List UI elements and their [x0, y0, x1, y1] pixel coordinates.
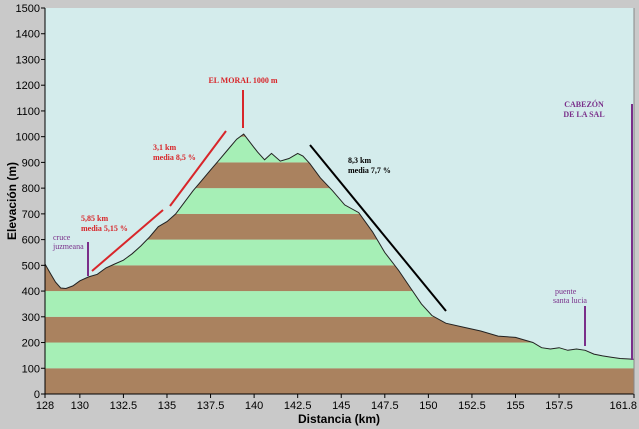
x-tick-label: 161.8 — [609, 400, 637, 412]
x-tick-label: 128 — [36, 400, 54, 412]
y-tick-label: 300 — [22, 312, 40, 324]
finish-label-line1: CABEZÓN — [564, 99, 604, 109]
x-tick-label: 157.5 — [545, 400, 573, 412]
y-tick-label: 0 — [34, 389, 40, 401]
seg2-grade-label: media 8,5 % — [153, 153, 196, 162]
x-tick-label: 135 — [158, 400, 176, 412]
summit-label: EL MORAL 1000 m — [208, 76, 277, 85]
seg3-slope-line — [309, 144, 447, 312]
y-tick-label: 500 — [22, 260, 40, 272]
seg1-distance-label: 5,85 km — [81, 214, 108, 223]
puente-label-line1: puente — [555, 287, 577, 296]
y-tick-label: 600 — [22, 235, 40, 247]
x-tick-label: 145 — [332, 400, 350, 412]
x-tick-label: 140 — [245, 400, 263, 412]
x-tick-label: 155 — [506, 400, 524, 412]
x-tick-label: 130 — [71, 400, 89, 412]
x-axis-ticks: 128 130 132.5 135 137.5 140 142.5 145 147.5 150 15… — [36, 394, 637, 412]
finish-label-line2: DE LA SAL — [563, 110, 604, 119]
cruce-label-line2: juzmeana — [52, 242, 84, 251]
y-tick-label: 700 — [22, 209, 40, 221]
x-tick-label: 132.5 — [110, 400, 138, 412]
elevation-band — [45, 342, 634, 369]
y-tick-label: 1000 — [16, 132, 40, 144]
seg1-grade-label: media 5,15 % — [81, 224, 128, 233]
y-tick-label: 1500 — [16, 3, 40, 15]
y-axis-ticks: 0 100 200 300 400 500 600 700 800 900 1000 1100 1200… — [16, 3, 45, 401]
seg3-grade-label: media 7,7 % — [348, 166, 391, 175]
x-tick-label: 147.5 — [371, 400, 399, 412]
y-tick-label: 1300 — [16, 54, 40, 66]
cruce-label-line1: cruce — [53, 233, 71, 242]
seg2-distance-label: 3,1 km — [153, 143, 176, 152]
y-tick-label: 900 — [22, 157, 40, 169]
seg1-slope-line — [91, 209, 164, 272]
seg3-distance-label: 8,3 km — [348, 156, 371, 165]
x-axis-title: Distancia (km) — [298, 412, 380, 426]
x-tick-label: 142.5 — [284, 400, 312, 412]
y-axis-title: Elevación (m) — [5, 162, 19, 240]
y-tick-label: 100 — [22, 363, 40, 375]
x-tick-label: 150 — [419, 400, 437, 412]
y-tick-label: 200 — [22, 338, 40, 350]
elevation-profile-line — [44, 133, 635, 360]
x-tick-label: 137.5 — [197, 400, 225, 412]
x-tick-label: 152.5 — [458, 400, 486, 412]
seg2-slope-line — [169, 130, 227, 207]
y-tick-label: 800 — [22, 183, 40, 195]
puente-label-line2: santa lucia — [553, 296, 587, 305]
y-tick-label: 400 — [22, 286, 40, 298]
y-tick-label: 1100 — [16, 106, 40, 118]
y-tick-label: 1200 — [16, 80, 40, 92]
y-tick-label: 1400 — [16, 29, 40, 41]
elevation-band — [45, 368, 634, 394]
